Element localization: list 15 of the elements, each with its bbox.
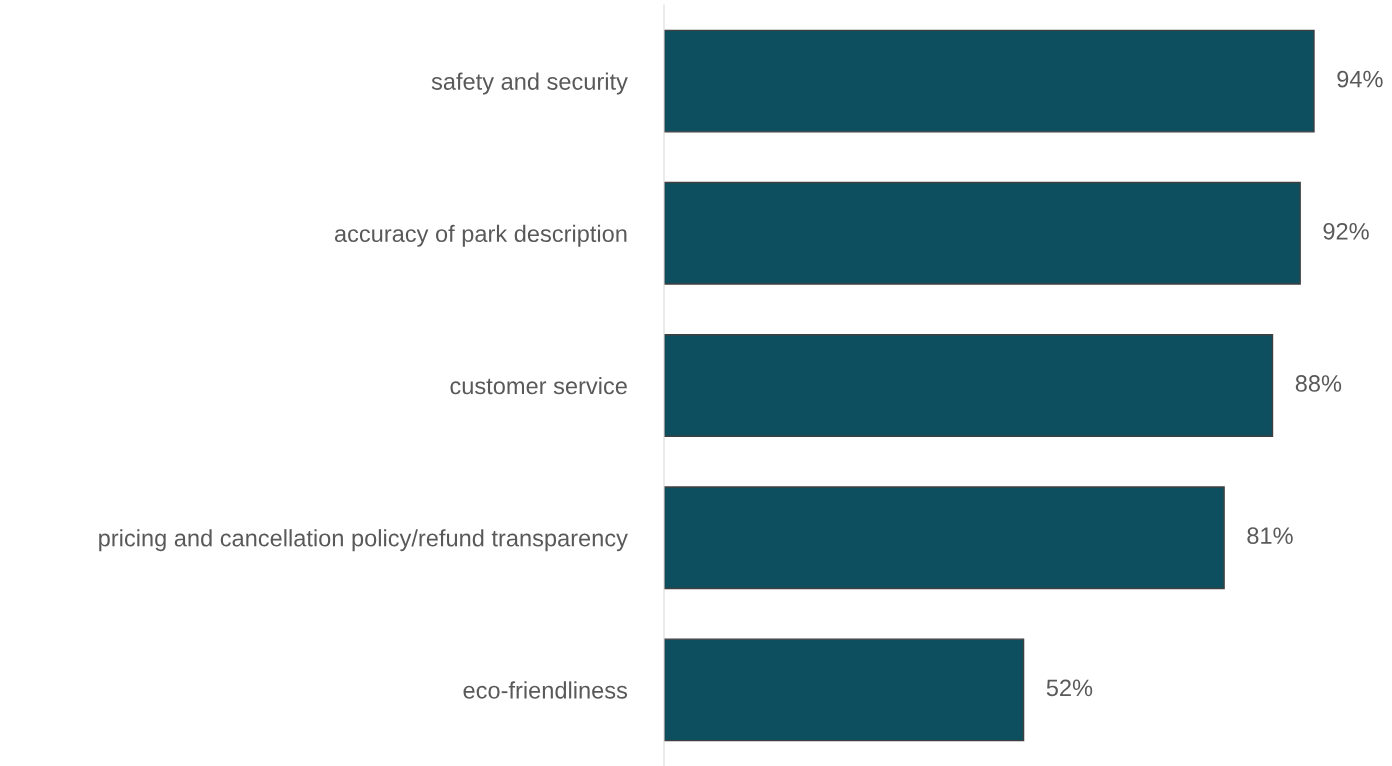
bar [664,181,1301,285]
bar [664,486,1225,590]
y-tick-label: eco-friendliness [463,681,628,699]
data-label: 94% [1337,70,1383,88]
data-label: 88% [1295,375,1342,392]
data-label: 81% [1247,527,1293,545]
bar [664,29,1315,133]
data-label: 52% [1046,679,1093,697]
y-tick-label: pricing and cancellation policy/refund transparency [99,529,628,552]
bar [664,334,1274,437]
bar [664,638,1025,742]
y-tick-label: safety and security [431,72,628,95]
data-label: 92% [1323,222,1369,240]
y-tick-label: accuracy of park description [334,224,627,247]
y-tick-label: customer service [450,376,627,395]
